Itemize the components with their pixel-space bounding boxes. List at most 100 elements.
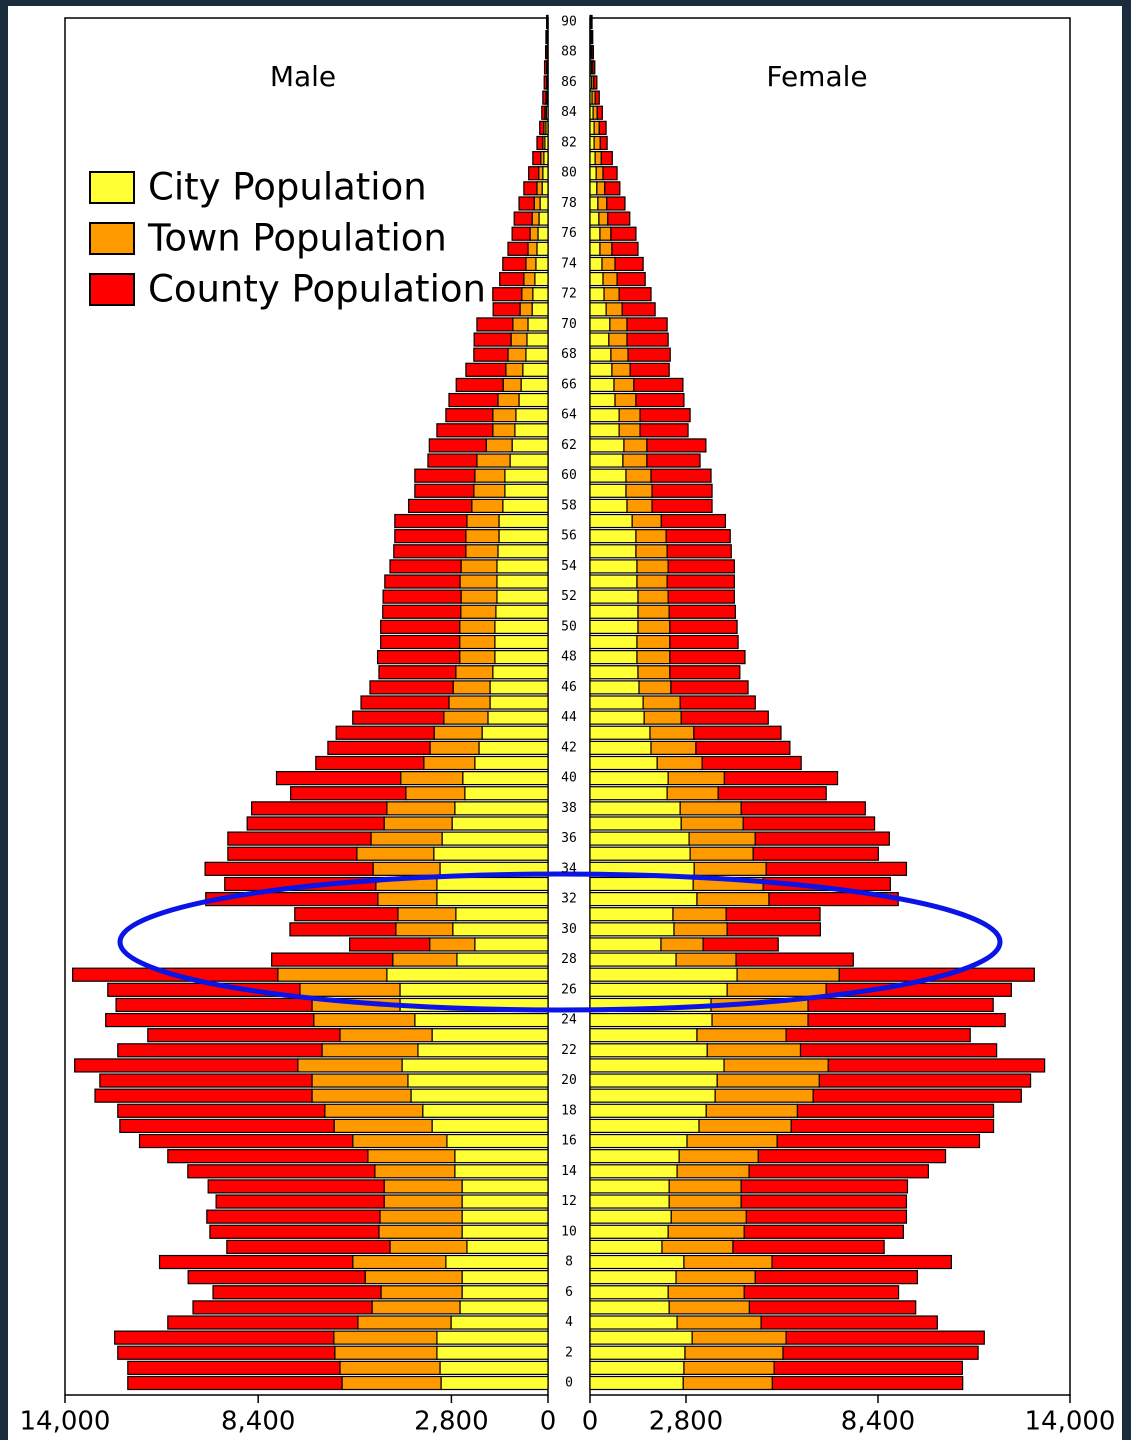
male-bar [461, 1224, 549, 1239]
male-bar [459, 574, 498, 589]
female-bar [698, 1118, 792, 1134]
female-bar [589, 755, 658, 771]
female-bar [716, 1073, 820, 1088]
female-bar [660, 513, 727, 529]
male-bar [333, 1118, 433, 1134]
female-bar [639, 423, 689, 438]
male-bar [246, 816, 385, 831]
male-bar [460, 604, 497, 619]
male-bar [380, 619, 461, 634]
male-bar [541, 181, 549, 196]
male-bar [372, 861, 441, 876]
male-bar [515, 408, 549, 423]
male-bar [536, 181, 543, 196]
female-bar [589, 1254, 685, 1270]
male-bar [99, 1073, 313, 1088]
female-bar [618, 287, 652, 302]
male-bar [461, 1270, 549, 1285]
female-bar [675, 952, 737, 967]
male-bar [535, 256, 549, 272]
male-bar [226, 1239, 391, 1255]
female-bar [589, 1073, 718, 1088]
age-label: 74 [561, 256, 577, 271]
age-label: 58 [561, 498, 577, 513]
male-bar [448, 392, 499, 408]
female-bar [667, 1285, 745, 1300]
male-bar [215, 1194, 385, 1209]
female-bar [589, 120, 595, 135]
male-bar [528, 166, 540, 181]
female-bar [589, 1058, 725, 1073]
female-bar [637, 619, 671, 634]
female-bar [591, 45, 595, 60]
male-bar [494, 619, 549, 634]
male-bar [531, 211, 540, 226]
female-bar [589, 1149, 680, 1164]
female-bar [638, 680, 672, 695]
age-label: 14 [561, 1164, 577, 1179]
male-bar [533, 196, 541, 211]
female-bar [589, 846, 691, 861]
female-bar [589, 498, 628, 514]
female-bar [589, 1315, 678, 1330]
male-bar [138, 1133, 354, 1149]
female-bar [684, 1345, 784, 1360]
female-bar [589, 529, 637, 544]
female-bar [736, 967, 840, 982]
female-bar [669, 665, 741, 680]
female-bar [589, 423, 620, 438]
male-bar [117, 1345, 336, 1360]
female-bar [668, 604, 736, 619]
female-bar [589, 1375, 684, 1391]
female-bar [589, 559, 638, 574]
male-bar [445, 408, 494, 423]
female-x-tick-label: 14,000 [1025, 1407, 1116, 1437]
female-bar [605, 302, 623, 317]
female-bar [589, 196, 599, 211]
male-bar [461, 1209, 549, 1224]
female-bar [589, 332, 610, 347]
highlight-ellipse [117, 871, 1003, 1013]
female-bar [598, 120, 607, 135]
female-bar [589, 876, 694, 892]
male-bar [333, 1330, 438, 1345]
male-x-tick-label: 8,400 [221, 1407, 295, 1437]
female-bar [597, 196, 608, 211]
female-bar [693, 861, 767, 876]
male-bar [407, 1073, 549, 1088]
female-bar [656, 755, 703, 771]
age-label: 88 [561, 45, 577, 60]
female-bar [683, 1254, 773, 1270]
male-bar [209, 1224, 380, 1239]
male-bar [429, 740, 480, 755]
female-bar [812, 1088, 1022, 1103]
male-bar [436, 1330, 549, 1345]
age-label: 70 [561, 317, 577, 332]
age-label: 86 [561, 75, 577, 90]
male-bar [117, 1043, 323, 1058]
male-bar [299, 982, 401, 997]
female-bar [589, 181, 598, 196]
female-bar [604, 181, 621, 196]
female-bar [589, 1330, 693, 1345]
female-bar [807, 997, 994, 1013]
male-bar [546, 14, 548, 30]
female-bar [639, 408, 691, 423]
female-bar [679, 801, 742, 816]
male-bar [514, 423, 549, 438]
age-label: 68 [561, 347, 577, 362]
female-bar [589, 695, 644, 710]
age-label: 6 [565, 1285, 573, 1300]
female-bar [740, 1179, 909, 1194]
female-bar [667, 559, 735, 574]
male-bar [459, 634, 496, 650]
male-bar [431, 1118, 549, 1134]
male-bar [525, 256, 537, 272]
female-bar [593, 135, 601, 151]
female-bar [807, 1012, 1006, 1028]
female-bar [725, 907, 821, 922]
male-bar [532, 287, 549, 302]
age-label: 80 [561, 166, 577, 181]
male-bar [473, 332, 512, 347]
age-label: 20 [561, 1073, 577, 1088]
